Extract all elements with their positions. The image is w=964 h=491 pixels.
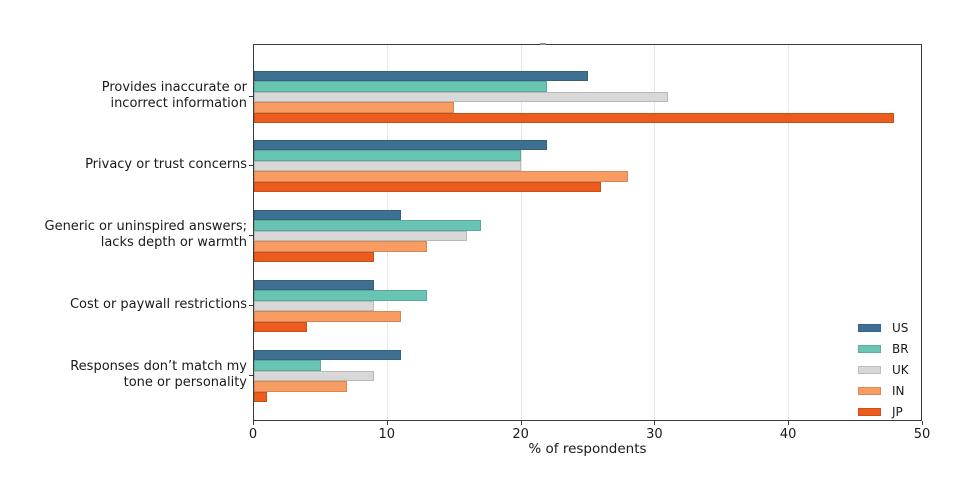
x-tick-label-50: 50 — [913, 427, 931, 442]
bar-uk-category-1 — [254, 160, 521, 172]
bar-in-category-1 — [254, 171, 628, 182]
bar-in-category-4 — [254, 381, 348, 392]
category-label-line: Provides inaccurate or — [101, 80, 247, 95]
bar-uk-category-2 — [254, 230, 468, 242]
bar-jp-category-2 — [254, 251, 375, 263]
y-tick-1 — [249, 165, 253, 166]
bar-br-category-2 — [254, 220, 481, 231]
legend-swatch-us — [858, 323, 881, 332]
category-label-3: Cost or paywall restrictions — [7, 297, 247, 313]
gridline-x-30 — [654, 45, 656, 420]
x-tick-label-30: 30 — [646, 427, 663, 442]
legend-swatch-jp — [858, 407, 881, 416]
category-label-line: Responses don’t match my — [70, 359, 247, 374]
y-tick-3 — [249, 305, 253, 306]
legend-entry-uk: UK — [858, 359, 909, 380]
legend-label-jp: JP — [892, 404, 903, 419]
x-tick-label-0: 0 — [248, 427, 258, 442]
legend-swatch-br — [858, 344, 881, 353]
category-label-0: Provides inaccurate or incorrect informat… — [7, 80, 247, 112]
bar-group-2 — [254, 209, 921, 263]
x-axis-label: % of respondents — [528, 441, 647, 457]
bar-jp-category-1 — [254, 181, 601, 193]
gridline-x-20 — [520, 45, 522, 420]
legend-entry-jp: JP — [858, 401, 909, 422]
legend-entry-us: US — [858, 317, 909, 338]
truncated-title-mark — [540, 43, 546, 45]
bar-in-category-3 — [254, 311, 401, 322]
bar-jp-category-0 — [254, 112, 895, 124]
legend-entry-br: BR — [858, 338, 909, 359]
category-label-line: Cost or paywall restrictions — [69, 297, 247, 312]
bar-us-category-1 — [254, 139, 548, 151]
y-tick-4 — [249, 375, 253, 376]
bar-jp-category-4 — [254, 391, 268, 403]
legend-swatch-in — [858, 386, 881, 395]
bar-group-3 — [254, 279, 921, 333]
x-tick-10 — [386, 421, 388, 425]
bar-br-category-1 — [254, 150, 521, 161]
bar-us-category-4 — [254, 349, 401, 361]
category-label-line: lacks depth or warmth — [100, 235, 247, 250]
legend-swatch-uk — [858, 365, 881, 374]
legend-label-uk: UK — [892, 362, 909, 377]
bar-uk-category-0 — [254, 91, 668, 103]
bar-group-1 — [254, 139, 921, 193]
x-tick-0 — [253, 421, 254, 425]
x-tick-label-10: 10 — [378, 427, 396, 442]
bar-in-category-2 — [254, 241, 428, 252]
x-tick-50 — [922, 421, 923, 425]
category-label-line: Generic or uninspired answers; — [44, 219, 248, 234]
category-label-line: tone or personality — [123, 375, 247, 390]
legend-label-br: BR — [892, 341, 909, 356]
y-tick-2 — [249, 235, 253, 236]
category-label-line: incorrect information — [110, 96, 247, 111]
bar-uk-category-3 — [254, 300, 375, 312]
bar-uk-category-4 — [254, 370, 375, 382]
bar-us-category-2 — [254, 209, 401, 221]
bar-br-category-3 — [254, 290, 428, 301]
y-tick-0 — [249, 96, 253, 97]
category-label-1: Privacy or trust concerns — [7, 157, 247, 173]
bar-br-category-4 — [254, 360, 321, 371]
bar-us-category-0 — [254, 70, 588, 82]
legend: US BR UK IN JP — [858, 317, 909, 422]
x-tick-40 — [788, 421, 790, 425]
bar-br-category-0 — [254, 81, 548, 92]
bar-group-4 — [254, 349, 921, 403]
gridline-x-40 — [787, 45, 789, 420]
x-tick-20 — [520, 421, 522, 425]
legend-entry-in: IN — [858, 380, 909, 401]
category-label-4: Responses don’t match my tone or personal… — [7, 359, 247, 391]
bar-in-category-0 — [254, 102, 455, 113]
legend-label-in: IN — [892, 383, 905, 398]
bar-us-category-3 — [254, 279, 375, 291]
legend-label-us: US — [892, 320, 909, 335]
category-label-line: Privacy or trust concerns — [85, 157, 247, 172]
x-tick-label-40: 40 — [779, 427, 797, 442]
bar-jp-category-3 — [254, 321, 308, 333]
x-tick-30 — [654, 421, 656, 425]
bar-group-0 — [254, 70, 921, 124]
category-label-2: Generic or uninspired answers; lacks dept… — [7, 219, 248, 251]
x-tick-label-20: 20 — [512, 427, 529, 442]
plot-area: US BR UK IN JP — [253, 43, 922, 422]
